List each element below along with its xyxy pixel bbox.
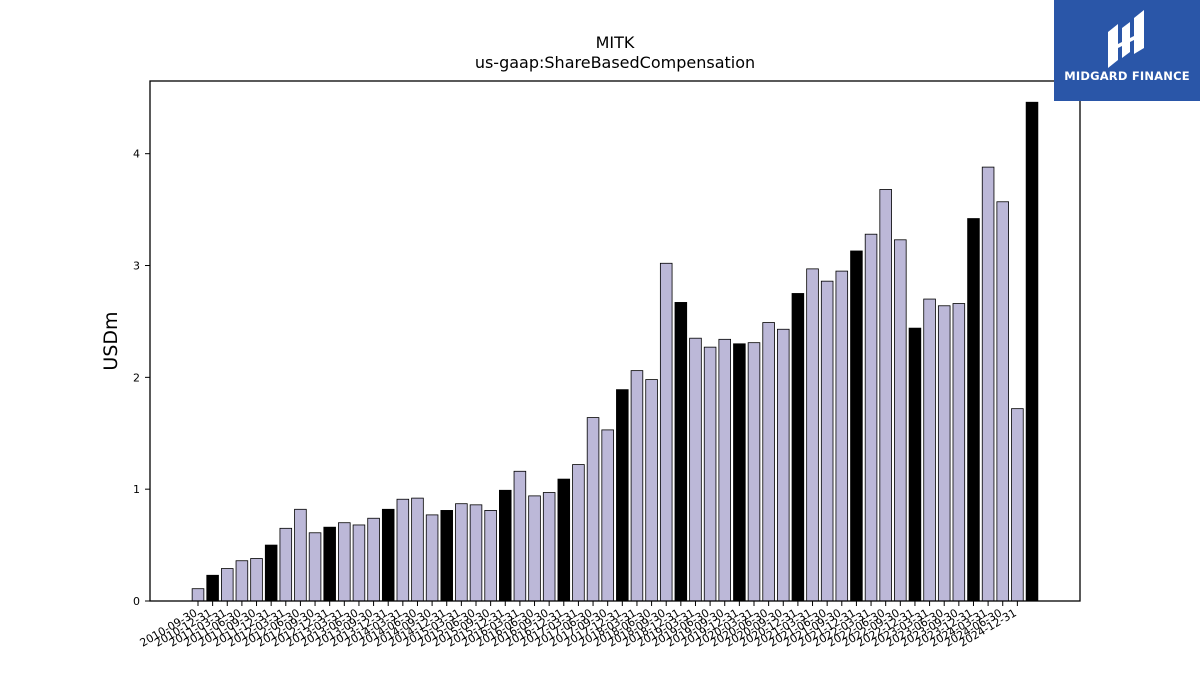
chart-subtitle: us-gaap:ShareBasedCompensation [475,53,755,72]
bar-2022-09-30 [894,239,907,602]
bar-2021-09-30 [835,270,849,602]
bar-2011-09-30 [250,558,263,602]
y-tick-label: 3 [133,260,140,273]
bar-2016-09-30 [542,492,556,602]
bar-2016-03-31 [513,470,527,602]
midgard-logo: MIDGARD FINANCE [1054,0,1200,101]
bar-2022-03-31 [864,233,878,602]
bar-2018-06-30 [645,379,658,602]
bar-2023-12-31 [967,218,980,602]
bar-2018-03-31 [630,370,644,602]
bar-2014-09-30 [425,514,439,602]
bar-2018-09-30 [659,262,673,602]
bar-2020-09-30 [777,328,790,602]
bar-2021-06-30 [820,280,834,602]
x-axis-ticks: 2010-09-302010-12-312011-03-312011-06-30… [138,601,1019,650]
bar-2018-12-31 [674,302,688,602]
bar-2020-06-30 [762,322,775,602]
bar-2015-03-31 [455,503,468,602]
y-tick-label: 0 [133,595,140,608]
bar-2019-09-30 [718,338,731,602]
bar-2012-09-30 [308,532,322,602]
bar-2011-12-31 [264,544,278,602]
y-tick-label: 1 [133,483,140,496]
bar-series [191,101,1039,602]
bar-2012-06-30 [294,508,307,602]
bar-2014-12-31 [440,510,453,602]
bar-2015-09-30 [484,510,497,602]
bar-2010-09-30 [191,588,205,602]
y-axis-ticks: 0 1 2 3 4 [133,148,150,608]
bar-undefined [1025,101,1039,602]
bar-2021-03-31 [806,268,819,602]
y-tick-label: 2 [133,371,140,384]
bar-2011-03-31 [221,568,234,602]
bar-2013-03-31 [338,522,351,602]
plot-frame [149,80,1081,602]
bar-2016-12-31 [557,478,571,602]
bar-2019-03-31 [689,337,702,602]
bar-2020-12-31 [791,293,805,602]
bar-2015-12-31 [499,489,512,602]
bar-2024-03-31 [981,166,995,602]
bar-2011-06-30 [235,560,249,602]
bar-2019-12-31 [733,343,746,602]
bar-2014-06-30 [411,497,424,602]
bar-2013-06-30 [352,524,366,602]
bar-2012-12-31 [323,526,336,602]
bar-2014-03-31 [396,498,410,602]
midgard-logo-icon [1108,10,1144,68]
bar-2023-06-30 [937,305,951,602]
bar-2017-03-31 [572,464,585,602]
bar-2017-12-31 [616,389,629,602]
bar-2022-06-30 [879,189,892,602]
logo-text: MIDGARD FINANCE [1064,69,1190,83]
bar-2024-12-31 [1011,408,1024,602]
bar-2010-12-31 [206,574,219,602]
bar-2023-03-31 [923,298,936,602]
bar-2022-12-31 [908,327,922,602]
bar-2012-03-31 [279,527,293,602]
bar-2017-09-30 [601,429,614,602]
bar-2021-12-31 [850,250,863,602]
bar-2019-06-30 [703,346,717,602]
bar-2013-12-31 [381,508,395,602]
bar-2015-06-30 [469,504,483,602]
y-tick-label: 4 [133,148,140,161]
bar-2023-09-30 [952,303,966,602]
chart-title: MITK [596,33,635,52]
bar-2020-03-31 [747,342,761,602]
bar-2016-06-30 [528,495,541,602]
bar-2017-06-30 [586,417,600,602]
bar-2024-06-30 [996,201,1009,602]
y-axis-label: USDm [100,311,122,370]
bar-2013-09-30 [367,517,380,602]
